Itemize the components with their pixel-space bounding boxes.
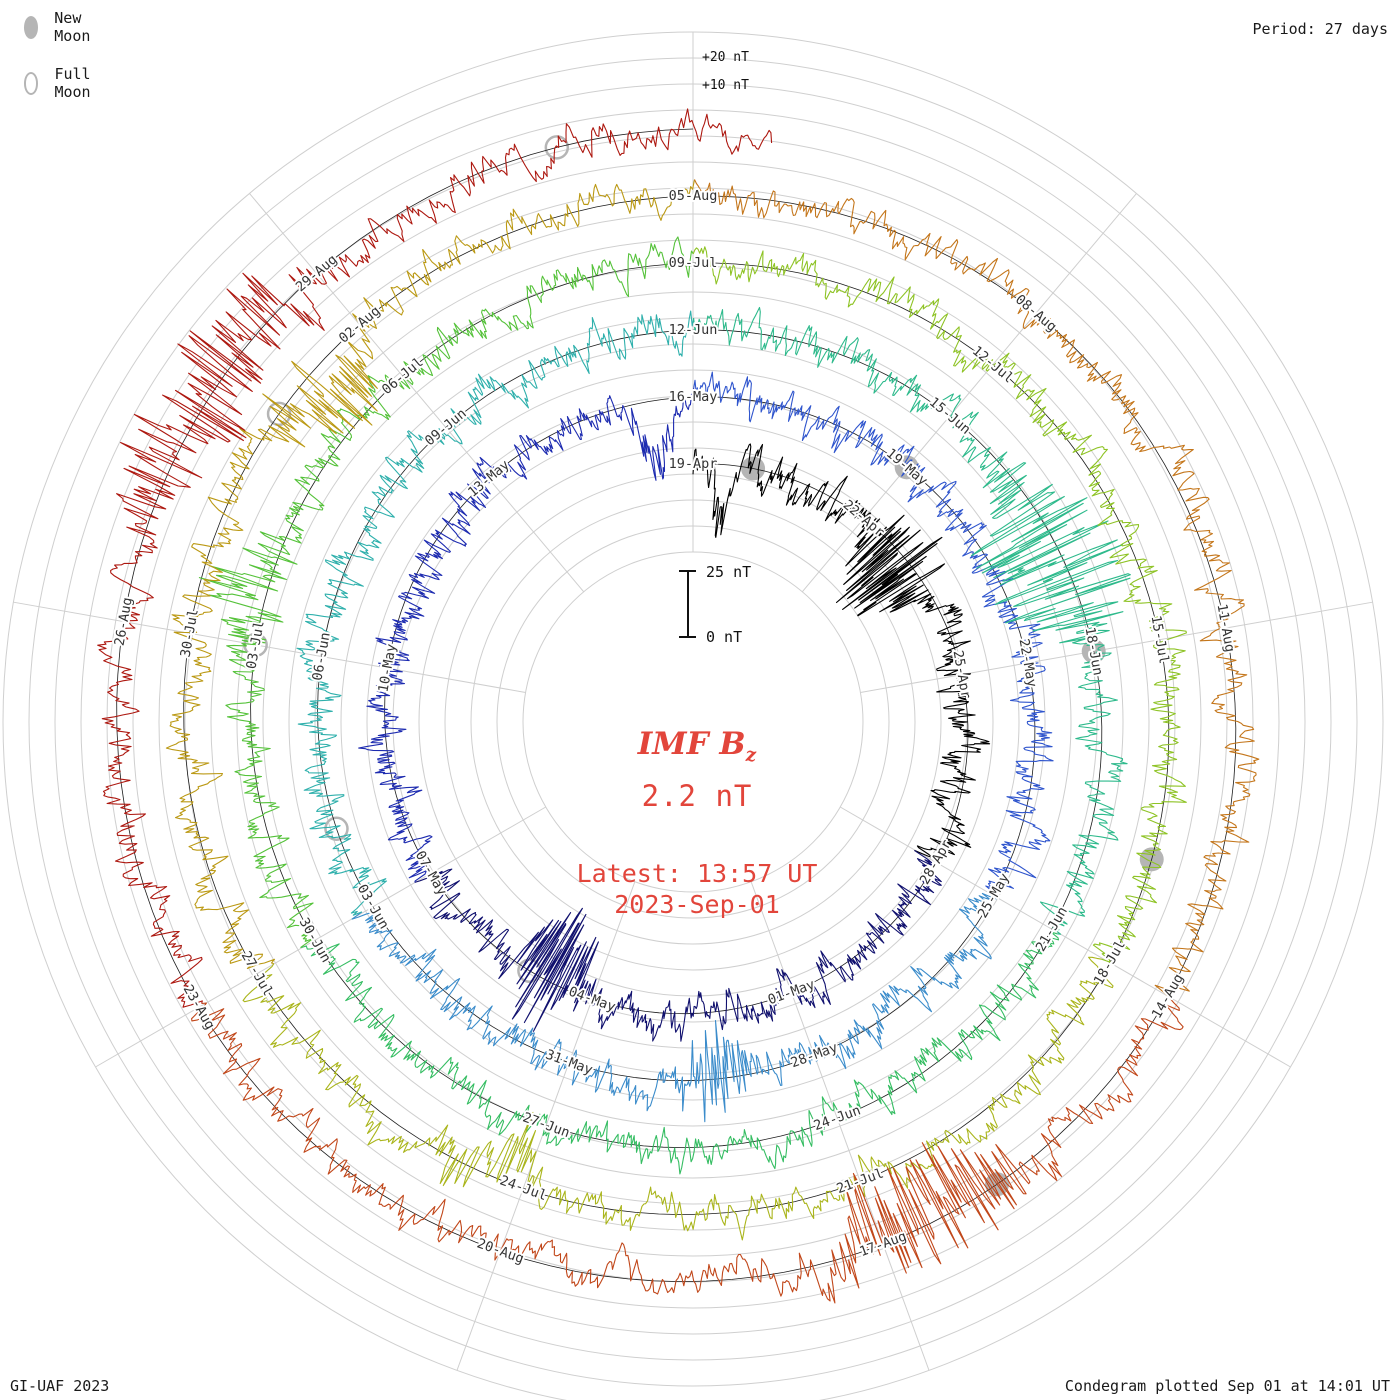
trace-segment (414, 849, 942, 1042)
date-label: 05-Aug (669, 188, 718, 204)
date-label: 13-May (465, 457, 513, 501)
date-label: 27-Jun (521, 1109, 572, 1141)
date-label: 19-May (883, 445, 931, 489)
date-label: 11-Aug (1214, 603, 1238, 654)
full-moon-icon (24, 71, 39, 95)
date-label: 20-Aug (475, 1235, 526, 1267)
latest-time-label: Latest: 13:57 UT (576, 859, 818, 888)
date-label: 06-Jun (309, 631, 333, 682)
trace-segment (693, 371, 1054, 897)
legend-new-moon: New Moon (24, 9, 99, 45)
period-label: Period: 27 days (1252, 20, 1388, 38)
scale-bar-bottom-label: 0 nT (706, 628, 743, 646)
scale-bar-top-tick (679, 570, 696, 572)
legend-full-moon-label: Full Moon (54, 65, 91, 101)
date-label: 12-Jun (669, 322, 718, 338)
trace-segment (198, 236, 694, 949)
date-label: 22-Apr (840, 497, 888, 541)
date-label: 08-Aug (1012, 292, 1060, 336)
trace-segment (97, 108, 773, 1008)
date-label: 07-May (412, 848, 450, 898)
trace-segment (296, 310, 695, 916)
date-label: 09-Jul (669, 255, 718, 271)
trace-segment (358, 387, 695, 883)
gridline-circle (522, 551, 864, 893)
date-label: 10-May (375, 643, 399, 694)
chart-title: IMF Bz (638, 726, 756, 766)
credit-label: GI-UAF 2023 (10, 1377, 110, 1395)
gridline-spoke (13, 601, 526, 693)
date-label: 23-Aug (180, 982, 218, 1032)
trace-segment (165, 179, 696, 970)
legend-new-moon-label: New Moon (54, 9, 91, 45)
date-label: 16-May (669, 389, 718, 405)
scale-bar-bottom-tick (679, 636, 696, 638)
trace-segment (692, 246, 1187, 963)
scale-bar (687, 571, 689, 637)
date-label: 18-Jul (1091, 938, 1129, 988)
date-label: 30-Jun (296, 915, 334, 965)
plus20nt-label: +20 nT (702, 50, 749, 65)
latest-date-label: 2023-Sep-01 (614, 890, 780, 919)
date-label: 26-Aug (112, 596, 136, 647)
trace-segment (242, 956, 1114, 1241)
current-value: 2.2 nT (641, 779, 753, 813)
date-label: 28-May (789, 1040, 840, 1072)
trace-segment (693, 306, 1131, 935)
date-label: 19-Apr (669, 456, 718, 472)
plus10nt-label: +10 nT (702, 78, 749, 93)
gridline-spoke (860, 601, 1373, 693)
chart-title-subscript: z (745, 745, 757, 767)
trace-segment (351, 892, 997, 1123)
new-moon-icon (24, 15, 39, 39)
full-moon-marker (324, 816, 349, 841)
chart-title-main: IMF B (637, 726, 746, 762)
trace-segment (191, 997, 1184, 1304)
gridline-spoke (95, 806, 547, 1068)
trace-segment (692, 443, 991, 859)
full-moon-marker (544, 135, 570, 160)
date-label: 21-Jul (835, 1165, 886, 1197)
scale-bar-top-label: 25 nT (706, 563, 752, 581)
baseline-spiral (116, 128, 1237, 1283)
date-label: 27-Jul (238, 949, 276, 999)
date-label: 09-Jun (422, 406, 470, 450)
date-label: 24-Jun (812, 1102, 863, 1134)
trace-segment (300, 931, 1060, 1175)
gridline-spoke (456, 881, 636, 1371)
date-label: 15-Jul (1148, 614, 1172, 665)
gridline-spoke (249, 193, 585, 593)
gridline-spoke (801, 193, 1137, 593)
footer-label: Condegram plotted Sep 01 at 14:01 UT (1064, 1377, 1390, 1395)
legend-full-moon: Full Moon (24, 65, 99, 101)
gridline-spoke (750, 881, 930, 1371)
date-label: 24-Jul (498, 1172, 549, 1204)
trace-segment (694, 179, 1260, 999)
